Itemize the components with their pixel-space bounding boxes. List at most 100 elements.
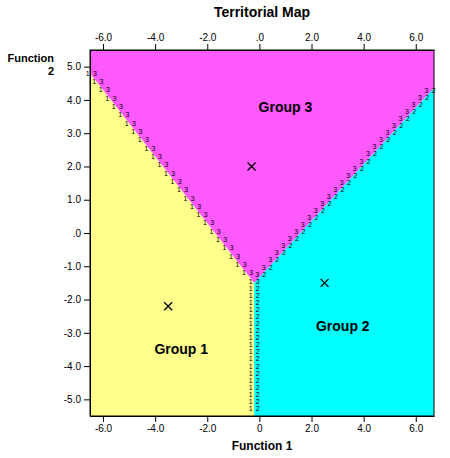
axis-line bbox=[91, 416, 435, 417]
tick: -2.0 bbox=[199, 416, 217, 434]
boundary-label: 2 bbox=[256, 355, 260, 362]
tick-mark bbox=[84, 266, 90, 267]
boundary-label: 3 bbox=[139, 128, 143, 135]
boundary-label: 1 bbox=[249, 405, 253, 412]
boundary-label: 2 bbox=[334, 193, 338, 200]
boundary-label: 3 bbox=[191, 195, 195, 202]
tick-label: -2.0 bbox=[199, 423, 217, 434]
boundary-label: 3 bbox=[353, 165, 357, 172]
tick-label: 6.0 bbox=[409, 423, 423, 434]
boundary-label: 3 bbox=[320, 200, 324, 207]
boundary-label: 3 bbox=[379, 136, 383, 143]
boundary-label: 1 bbox=[249, 285, 253, 292]
boundary-label: 1 bbox=[197, 211, 201, 218]
boundary-label: 2 bbox=[341, 186, 345, 193]
tick-mark bbox=[103, 44, 104, 50]
tick: -6.0 bbox=[95, 32, 113, 50]
boundary-label: 3 bbox=[372, 143, 376, 150]
boundary-label: 3 bbox=[314, 207, 318, 214]
boundary-label: 2 bbox=[301, 228, 305, 235]
boundary-label: 1 bbox=[170, 178, 174, 185]
boundary-label: 3 bbox=[158, 153, 162, 160]
boundary-label: 3 bbox=[385, 129, 389, 136]
x-axis-title: Function 1 bbox=[232, 439, 293, 453]
tick-mark bbox=[364, 44, 365, 50]
boundary-label: 1 bbox=[249, 313, 253, 320]
tick: -4.0 bbox=[64, 361, 90, 372]
tick: -2.0 bbox=[199, 32, 217, 50]
tick: 2.0 bbox=[305, 416, 319, 434]
tick: -4.0 bbox=[147, 32, 165, 50]
tick-mark bbox=[312, 416, 313, 422]
boundary-label: 1 bbox=[249, 292, 253, 299]
boundary-label: 1 bbox=[210, 228, 214, 235]
tick-label: -4.0 bbox=[147, 423, 165, 434]
centroid bbox=[321, 279, 329, 287]
boundary-label: 3 bbox=[340, 179, 344, 186]
boundary-label: 3 bbox=[165, 161, 169, 168]
boundary-label: 2 bbox=[269, 264, 273, 271]
boundary-label: 2 bbox=[256, 405, 260, 412]
boundary-label: 2 bbox=[406, 115, 410, 122]
boundary-label: 1 bbox=[249, 363, 253, 370]
tick: 4.0 bbox=[357, 32, 371, 50]
boundary-label: 1 bbox=[249, 355, 253, 362]
boundary-label: 3 bbox=[418, 94, 422, 101]
boundary-label: 1 bbox=[118, 111, 122, 118]
tick-label: 6.0 bbox=[409, 32, 423, 43]
boundary-label: 2 bbox=[380, 143, 384, 150]
boundary-label: 2 bbox=[256, 320, 260, 327]
tick: 6.0 bbox=[409, 32, 423, 50]
boundary-label: 3 bbox=[294, 228, 298, 235]
boundary-label: 1 bbox=[249, 348, 253, 355]
boundary-label: 3 bbox=[217, 228, 221, 235]
y-axis-title-line: 2 bbox=[48, 65, 54, 77]
boundary-label: 3 bbox=[307, 214, 311, 221]
boundary-label: 1 bbox=[249, 370, 253, 377]
boundary-label: 3 bbox=[359, 158, 363, 165]
boundary-label: 3 bbox=[366, 150, 370, 157]
boundary-label: 3 bbox=[301, 221, 305, 228]
boundary-label: 3 bbox=[204, 211, 208, 218]
tick-mark bbox=[259, 44, 260, 50]
tick: -6.0 bbox=[95, 416, 113, 434]
tick: -1.0 bbox=[64, 261, 90, 272]
tick-label: -5.0 bbox=[64, 394, 82, 405]
boundary-label: 1 bbox=[138, 136, 142, 143]
tick-mark bbox=[84, 300, 90, 301]
boundary-label: 3 bbox=[281, 242, 285, 249]
tick-mark bbox=[84, 366, 90, 367]
tick-label: .0 bbox=[73, 228, 82, 239]
x-axis: -6.0-4.0-2.002.04.06.0 bbox=[91, 416, 435, 434]
region-label: Group 1 bbox=[154, 341, 208, 357]
boundary-label: 3 bbox=[132, 120, 136, 127]
boundary-label: 3 bbox=[405, 108, 409, 115]
boundary-label: 3 bbox=[236, 253, 240, 260]
boundary-label: 2 bbox=[256, 299, 260, 306]
boundary-label: 3 bbox=[268, 256, 272, 263]
axis-line bbox=[91, 50, 435, 51]
y-axis-title: Function2 bbox=[8, 52, 55, 77]
tick-label: -4.0 bbox=[147, 32, 165, 43]
boundary-label: 1 bbox=[242, 269, 246, 276]
boundary-label: 2 bbox=[367, 158, 371, 165]
boundary-label: 2 bbox=[308, 221, 312, 228]
tick-label: 4.0 bbox=[357, 32, 371, 43]
centroid bbox=[164, 302, 172, 310]
tick-mark bbox=[259, 416, 260, 422]
boundary-label: 2 bbox=[256, 334, 260, 341]
tick: 2.0 bbox=[305, 32, 319, 50]
tick-mark bbox=[312, 44, 313, 50]
boundary-label: 2 bbox=[295, 235, 299, 242]
title: Territorial Map bbox=[214, 4, 310, 20]
tick-label: -2.0 bbox=[199, 32, 217, 43]
tick-label: -1.0 bbox=[64, 261, 82, 272]
boundary-label: 2 bbox=[347, 179, 351, 186]
boundary-label: 3 bbox=[126, 111, 130, 118]
boundary-label: 3 bbox=[93, 70, 97, 77]
tick-mark bbox=[103, 416, 104, 422]
boundary-label: 1 bbox=[157, 161, 161, 168]
boundary-label: 1 bbox=[190, 203, 194, 210]
boundary-label: 3 bbox=[112, 95, 116, 102]
boundary-label: 1 bbox=[86, 70, 90, 77]
